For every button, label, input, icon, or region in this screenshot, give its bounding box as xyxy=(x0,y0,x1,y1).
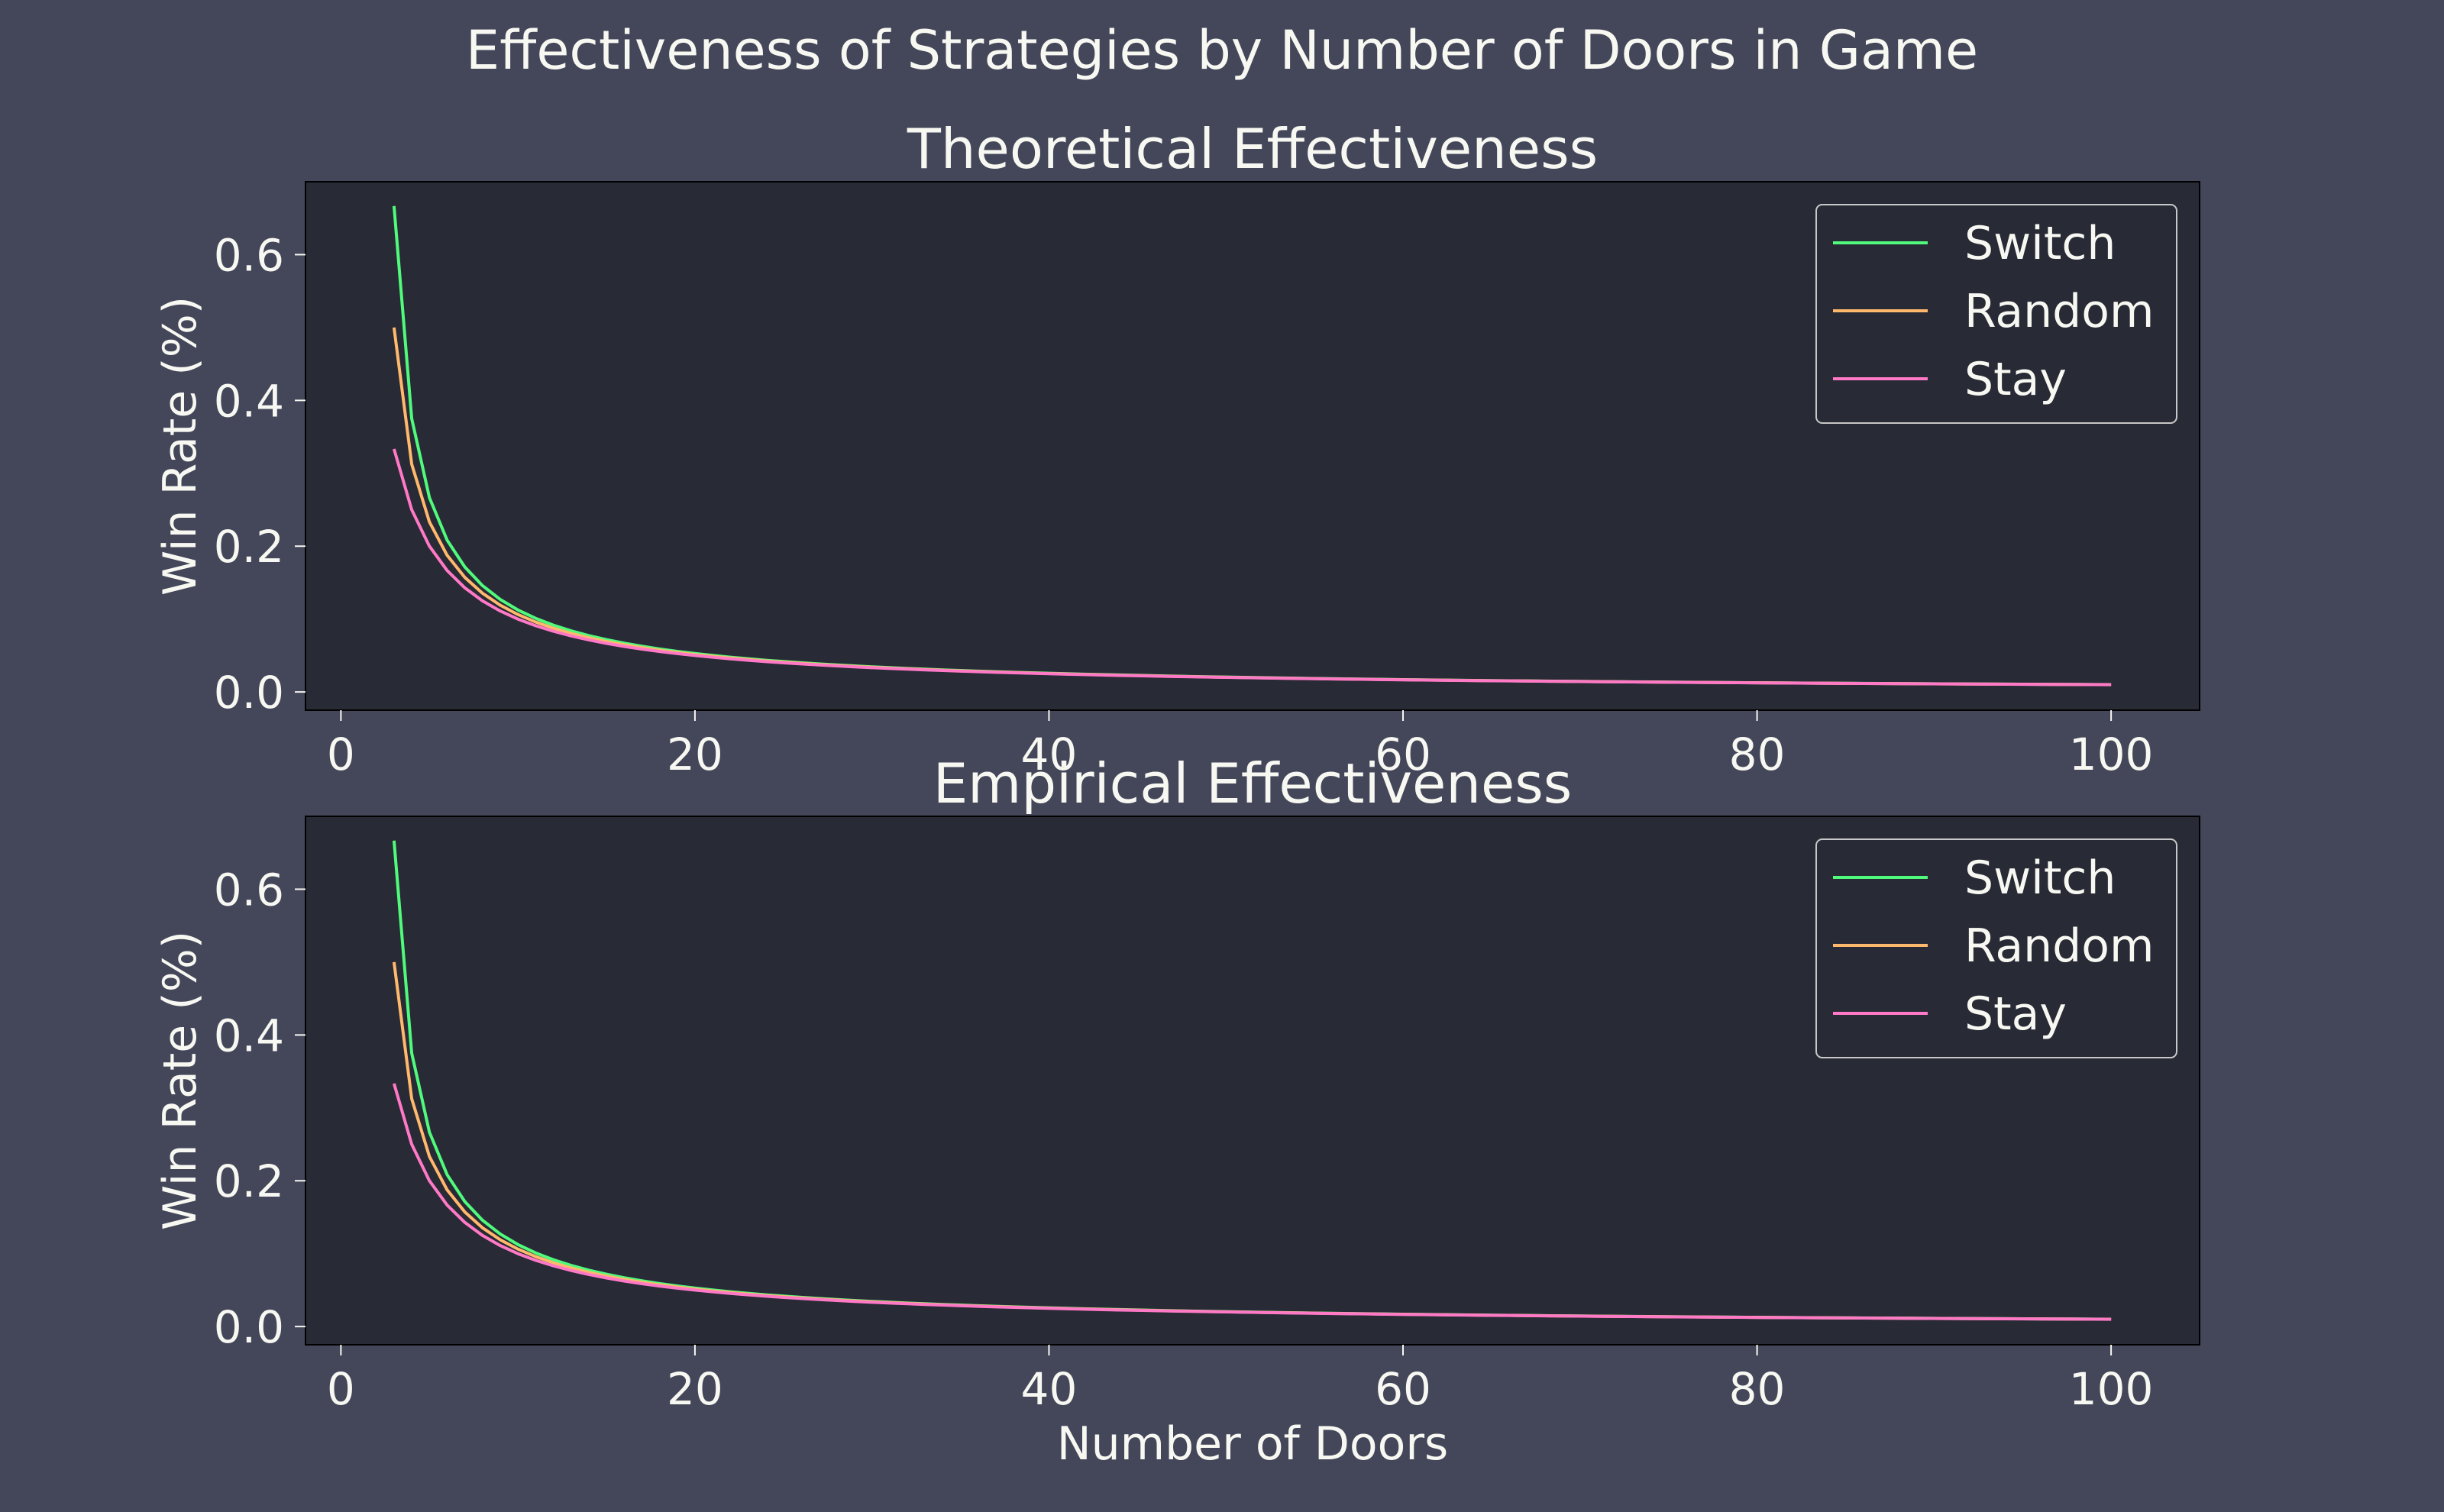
series-line-stay xyxy=(392,1083,2112,1321)
empirical-panel: Empirical Effectiveness 0 20 40 60 80 100 0.0 0.… xyxy=(154,751,2200,1471)
series-line-stay xyxy=(392,448,2112,687)
x-tick-label: 0 xyxy=(327,1363,355,1415)
x-tick-label: 20 xyxy=(667,1363,723,1415)
theoretical-panel: Theoretical Effectiveness 0 20 40 60 80 100 0.0… xyxy=(154,117,2200,780)
x-tick-label: 40 xyxy=(1021,1363,1078,1415)
x-tick-label: 80 xyxy=(1729,729,1786,780)
x-tick-label: 100 xyxy=(2069,1363,2154,1415)
x-tick-label: 100 xyxy=(2069,729,2154,780)
x-tick-label: 60 xyxy=(1375,1363,1431,1415)
x-tick-label: 80 xyxy=(1729,1363,1786,1415)
legend-box xyxy=(1815,838,2177,1058)
y-tick-label: 0.2 xyxy=(214,1155,284,1207)
legend: Switch Random Stay xyxy=(1815,204,2177,424)
y-tick-label: 0.6 xyxy=(214,864,284,916)
legend-label-stay: Stay xyxy=(1964,987,2067,1041)
legend-box xyxy=(1815,204,2177,424)
panel-title: Theoretical Effectiveness xyxy=(907,117,1598,181)
y-tick-label: 0.4 xyxy=(214,1010,284,1061)
axes-frame xyxy=(305,816,2200,1346)
x-tick-label: 20 xyxy=(667,729,723,780)
legend: Switch Random Stay xyxy=(1815,838,2177,1058)
legend-label-random: Random xyxy=(1964,919,2154,973)
legend-label-switch: Switch xyxy=(1964,217,2116,270)
x-tick-label: 60 xyxy=(1375,729,1431,780)
legend-label-stay: Stay xyxy=(1964,353,2067,406)
axes-frame xyxy=(305,181,2200,711)
panel-title: Empirical Effectiveness xyxy=(933,751,1573,816)
figure-suptitle: Effectiveness of Strategies by Number of… xyxy=(466,19,1978,82)
y-axis-label: Win Rate (%) xyxy=(154,296,207,596)
y-tick-label: 0.0 xyxy=(214,1301,284,1353)
x-tick-label: 0 xyxy=(327,729,355,780)
legend-label-random: Random xyxy=(1964,285,2154,338)
y-tick-label: 0.4 xyxy=(214,375,284,427)
y-tick-label: 0.0 xyxy=(214,667,284,719)
x-tick-label: 40 xyxy=(1021,729,1078,780)
y-tick-label: 0.6 xyxy=(214,229,284,281)
legend-label-switch: Switch xyxy=(1964,851,2116,905)
y-axis-label: Win Rate (%) xyxy=(154,931,207,1230)
y-tick-label: 0.2 xyxy=(214,521,284,573)
x-axis-label: Number of Doors xyxy=(1057,1417,1449,1471)
